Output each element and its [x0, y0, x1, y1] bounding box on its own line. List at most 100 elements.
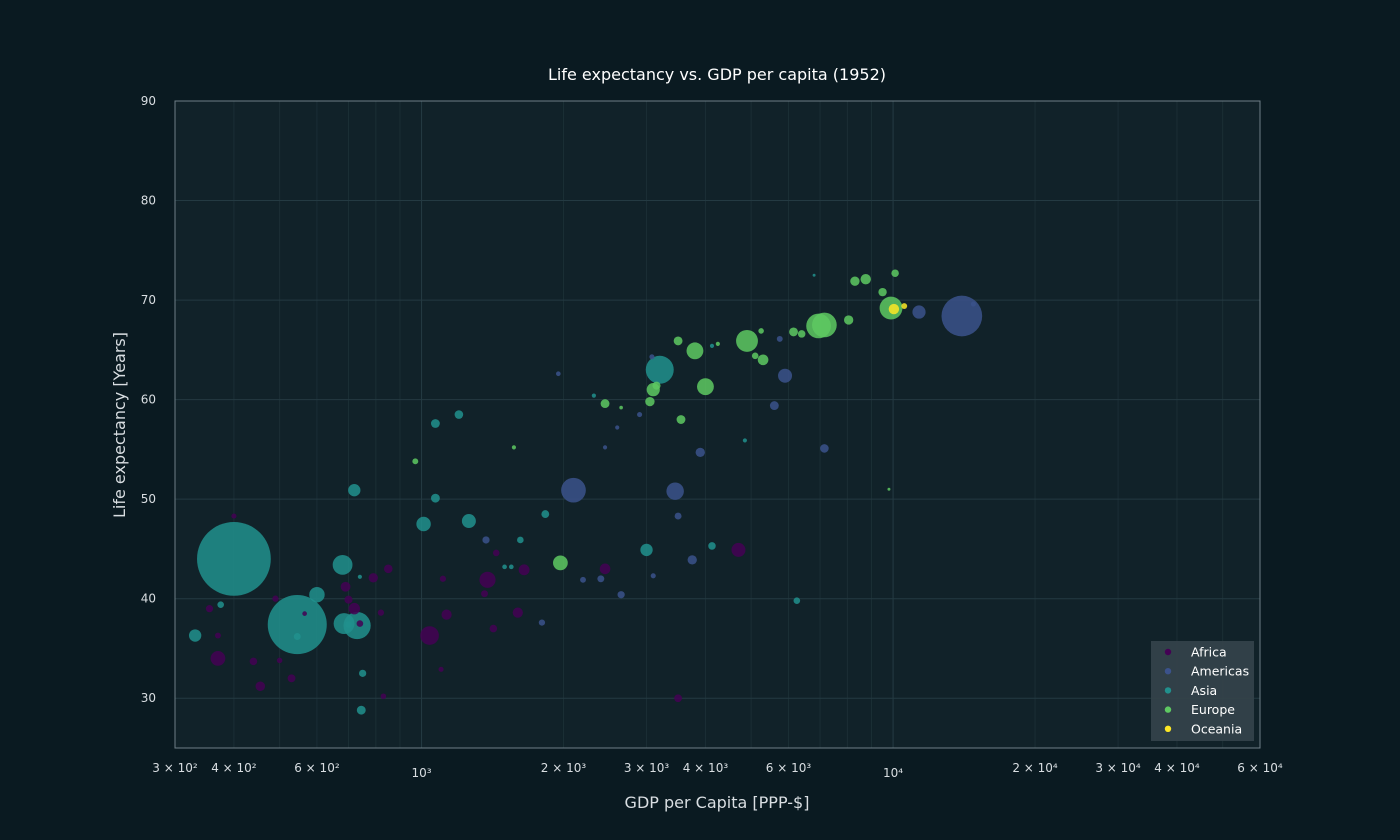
data-point-africa	[377, 609, 385, 616]
data-point-americas	[941, 295, 983, 337]
data-point-africa	[674, 694, 682, 703]
data-point-africa	[439, 575, 447, 582]
legend-label-oceania: Oceania	[1191, 721, 1242, 736]
data-point-asia	[517, 536, 524, 544]
data-points	[188, 269, 983, 715]
data-point-asia	[454, 410, 464, 419]
data-point-americas	[617, 591, 625, 599]
data-point-asia	[188, 629, 202, 642]
data-point-americas	[769, 401, 779, 411]
data-point-europe	[797, 330, 806, 338]
data-point-asia	[709, 343, 715, 348]
data-point-asia	[356, 705, 366, 715]
x-tick-label: 3 × 10²	[152, 761, 198, 775]
data-point-americas	[538, 619, 546, 626]
y-tick-label: 80	[141, 194, 156, 208]
data-point-asia	[502, 564, 507, 570]
data-point-africa	[272, 595, 279, 602]
data-point-africa	[479, 571, 496, 588]
data-point-americas	[482, 536, 490, 544]
y-tick-label: 60	[141, 393, 156, 407]
data-point-asia	[430, 493, 440, 503]
legend-label-europe: Europe	[1191, 702, 1235, 717]
y-tick-label: 40	[141, 592, 156, 606]
legend-marker-oceania	[1164, 725, 1172, 732]
x-tick-label: 6 × 10⁴	[1237, 761, 1283, 775]
data-point-africa	[512, 607, 523, 618]
data-point-asia	[591, 393, 596, 398]
data-point-africa	[441, 609, 452, 620]
data-point-europe	[511, 445, 517, 450]
legend-marker-asia	[1164, 687, 1172, 694]
data-point-africa	[249, 657, 258, 666]
data-point-americas	[970, 301, 976, 307]
y-axis-ticks: 30 40 50 60 70 80 90	[141, 94, 156, 705]
x-tick-label: 6 × 10³	[766, 761, 812, 775]
data-point-europe	[676, 415, 686, 424]
data-point-europe	[652, 381, 661, 390]
data-point-europe	[697, 378, 714, 396]
y-axis-label: Life expectancy [Years]	[110, 332, 129, 518]
data-point-asia	[359, 669, 367, 677]
data-point-africa	[205, 605, 214, 613]
data-point-africa	[344, 595, 353, 604]
data-point-asia	[348, 484, 361, 497]
data-point-africa	[599, 563, 611, 575]
data-point-africa	[481, 590, 488, 598]
data-point-africa	[348, 602, 360, 615]
data-point-europe	[600, 399, 610, 409]
data-point-europe	[843, 315, 854, 325]
data-point-africa	[518, 564, 530, 576]
data-point-africa	[380, 693, 387, 700]
data-point-africa	[383, 564, 393, 574]
data-point-europe	[860, 273, 871, 285]
x-tick-label: 3 × 10³	[624, 761, 670, 775]
data-point-europe	[686, 342, 704, 360]
data-point-europe	[553, 555, 568, 571]
data-point-africa	[210, 651, 226, 666]
data-point-europe	[645, 396, 655, 407]
data-point-americas	[695, 447, 705, 458]
data-point-asia	[217, 601, 224, 608]
x-tick-label: 10⁴	[883, 766, 903, 780]
x-tick-label: 6 × 10²	[294, 761, 340, 775]
data-point-africa	[492, 549, 500, 557]
data-point-asia	[461, 514, 476, 529]
data-point-europe	[878, 287, 887, 297]
data-point-oceania	[888, 303, 900, 315]
legend-label-asia: Asia	[1191, 683, 1217, 698]
data-point-americas	[637, 411, 643, 418]
data-point-africa	[255, 681, 266, 692]
x-tick-label: 2 × 10⁴	[1012, 761, 1058, 775]
data-point-africa	[276, 657, 283, 664]
data-point-africa	[214, 632, 221, 639]
data-point-europe	[887, 487, 891, 491]
x-tick-label: 4 × 10³	[683, 761, 729, 775]
data-point-europe	[812, 312, 837, 338]
data-point-africa	[489, 624, 498, 633]
legend-label-americas: Americas	[1191, 664, 1249, 679]
data-point-asia	[645, 355, 674, 384]
data-point-americas	[687, 555, 697, 565]
data-point-africa	[287, 674, 296, 683]
legend-marker-europe	[1164, 706, 1172, 713]
data-point-asia	[332, 554, 353, 575]
plot-area	[175, 101, 1260, 748]
data-point-americas	[555, 371, 561, 377]
x-tick-label: 10³	[412, 766, 432, 780]
x-axis-label: GDP per Capita [PPP-$]	[625, 793, 810, 812]
data-point-americas	[602, 445, 608, 450]
data-point-europe	[736, 329, 758, 352]
data-point-asia	[293, 633, 301, 640]
data-point-americas	[615, 425, 620, 430]
x-tick-label: 3 × 10⁴	[1095, 761, 1141, 775]
data-point-asia	[541, 510, 550, 518]
data-point-europe	[412, 458, 419, 465]
x-tick-label: 4 × 10⁴	[1154, 761, 1200, 775]
data-point-asia	[742, 438, 747, 443]
data-point-americas	[561, 477, 586, 503]
data-point-africa	[302, 611, 307, 616]
chart-title: Life expectancy vs. GDP per capita (1952…	[548, 65, 886, 84]
data-point-americas	[650, 573, 656, 579]
